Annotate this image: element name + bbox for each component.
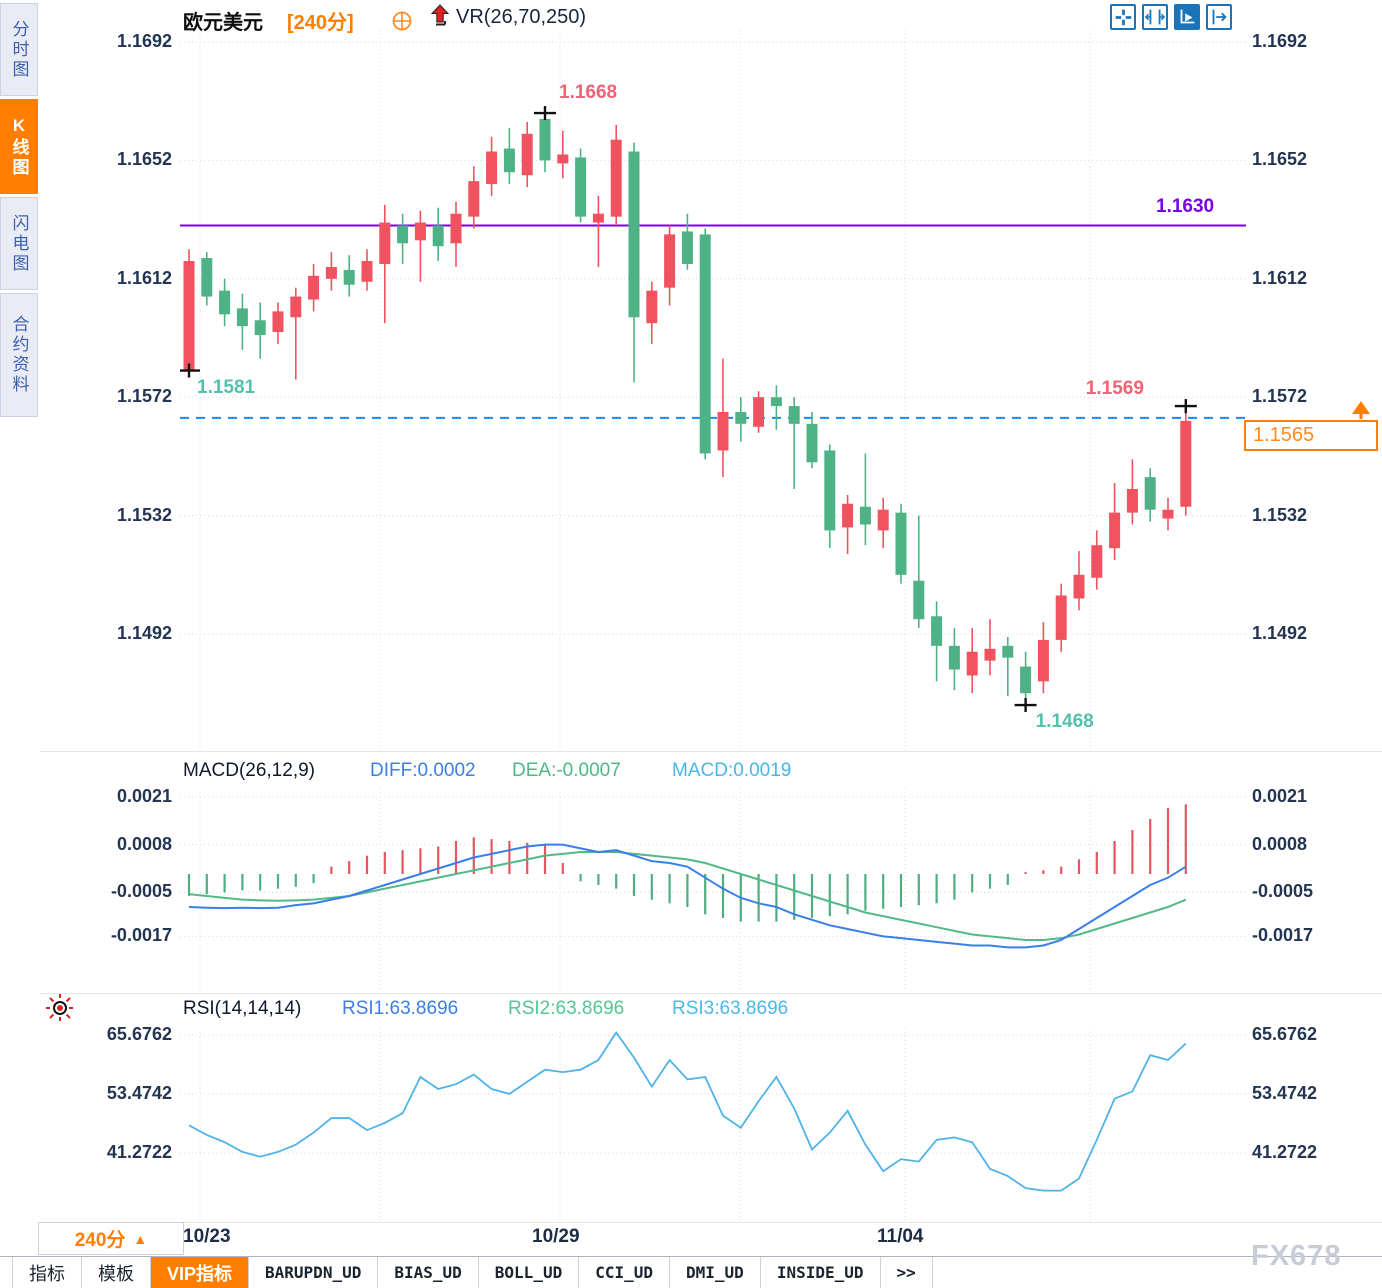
axis-tick-label: 65.6762 — [106, 1024, 172, 1044]
axis-tick-label: 1.1652 — [1252, 149, 1308, 170]
crosshair-pan-icon[interactable] — [1110, 4, 1136, 30]
resistance-level-label: 1.1630 — [1156, 196, 1215, 217]
swing-high-label: 1.1668 — [559, 82, 618, 104]
candlestick-chart[interactable] — [180, 30, 1246, 752]
current-price-box: 1.1565 — [1244, 420, 1378, 451]
axis-tick-label: 0.0008 — [1252, 833, 1308, 854]
swing-high-label: 1.1569 — [1085, 378, 1144, 400]
axis-tick-label: 0.0008 — [116, 833, 172, 854]
sidebar-item-label: 分时图 — [9, 19, 29, 80]
axis-tick-label: 1.1612 — [1252, 267, 1308, 288]
tab-vip-[interactable]: VIP指标 — [151, 1257, 250, 1288]
axis-scale-icon[interactable] — [1142, 4, 1168, 30]
swing-low-label: 1.1468 — [1035, 711, 1094, 733]
auto-scale-icon[interactable] — [1174, 4, 1200, 30]
tab-boll_ud[interactable]: BOLL_UD — [479, 1257, 580, 1288]
tab--[interactable]: 指标 — [12, 1257, 82, 1288]
swing-low-label: 1.1581 — [197, 376, 256, 398]
period-tag[interactable]: [240分] — [287, 12, 354, 34]
macd-title: MACD(26,12,9) — [183, 760, 315, 781]
buy-signal-arrow-icon — [430, 4, 450, 26]
axis-tick-label: 1.1652 — [116, 149, 172, 170]
rsi2-value: RSI2:63.8696 — [508, 998, 625, 1019]
pan-right-icon[interactable] — [1206, 4, 1232, 30]
panel-divider — [40, 751, 1382, 752]
sidebar-item-label: 闪电图 — [9, 213, 29, 274]
axis-tick-label: 1.1572 — [116, 386, 172, 407]
panel-divider — [40, 993, 1382, 994]
indicator-settings-icon[interactable] — [44, 992, 76, 1024]
expand-arrow-icon: ▲ — [133, 1230, 148, 1247]
axis-tick-label: 0.0021 — [116, 785, 172, 806]
axis-tick-label: 1.1532 — [1252, 504, 1308, 525]
rsi-title: RSI(14,14,14) — [183, 998, 302, 1019]
panel-divider — [40, 1222, 1382, 1223]
rsi3-value: RSI3:63.8696 — [672, 998, 789, 1019]
macd-diff-value: DIFF:0.0002 — [370, 760, 476, 781]
axis-tick-label: -0.0005 — [110, 881, 172, 902]
tab--[interactable]: 模板 — [82, 1257, 151, 1288]
sidebar-item-candle-chart[interactable]: K线图 — [0, 99, 38, 194]
sidebar: 分时图 K线图 闪电图 合约资料 — [0, 0, 40, 420]
tab-cci_ud[interactable]: CCI_UD — [579, 1257, 671, 1288]
period-selector-label: 240分 — [74, 1230, 126, 1251]
add-indicator-icon[interactable] — [391, 10, 413, 32]
sidebar-item-time-chart[interactable]: 分时图 — [0, 3, 38, 96]
macd-value: MACD:0.0019 — [672, 760, 792, 781]
tab-bias_ud[interactable]: BIAS_UD — [378, 1257, 479, 1288]
axis-tick-label: -0.0017 — [110, 925, 172, 946]
tab-dmi_ud[interactable]: DMI_UD — [670, 1257, 761, 1288]
x-axis-label: 11/04 — [877, 1226, 924, 1247]
macd-dea-value: DEA:-0.0007 — [512, 760, 621, 781]
watermark: FX678 — [1251, 1240, 1342, 1272]
x-axis-label: 10/23 — [183, 1226, 231, 1247]
axis-tick-label: 1.1532 — [116, 504, 172, 525]
sidebar-item-flash-chart[interactable]: 闪电图 — [0, 197, 38, 290]
price-up-arrow-icon — [1352, 401, 1370, 419]
axis-tick-label: 53.4742 — [106, 1083, 172, 1103]
axis-tick-label: 1.1492 — [1252, 623, 1308, 643]
tab-inside_ud[interactable]: INSIDE_UD — [761, 1257, 881, 1288]
indicator-tab-bar: 指标 模板 VIP指标 BARUPDN_UD BIAS_UD BOLL_UD CCI_UD D… — [0, 1256, 1382, 1288]
axis-tick-label: -0.0017 — [1252, 925, 1314, 946]
axis-tick-label: 0.0021 — [1252, 785, 1308, 806]
tab-barupdn_ud[interactable]: BARUPDN_UD — [249, 1257, 379, 1288]
sidebar-item-label: 合约资料 — [9, 315, 29, 395]
x-axis-label: 10/29 — [532, 1226, 580, 1247]
chart-toolbar — [1110, 4, 1232, 30]
sidebar-item-label: K线图 — [9, 115, 29, 178]
axis-tick-label: 53.4742 — [1252, 1083, 1318, 1103]
axis-tick-label: 1.1692 — [1252, 31, 1308, 51]
current-price-value: 1.1565 — [1253, 424, 1315, 446]
rsi-chart[interactable] — [180, 1028, 1246, 1224]
tab->>[interactable]: >> — [881, 1257, 933, 1288]
axis-tick-label: 1.1612 — [116, 267, 172, 288]
axis-tick-label: 1.1572 — [1252, 386, 1308, 407]
axis-tick-label: -0.0005 — [1252, 881, 1314, 902]
axis-tick-label: 41.2722 — [1252, 1142, 1318, 1162]
axis-tick-label: 1.1492 — [116, 623, 172, 643]
macd-chart[interactable] — [180, 788, 1246, 990]
axis-tick-label: 1.1692 — [116, 31, 172, 51]
sidebar-item-contract-info[interactable]: 合约资料 — [0, 293, 38, 417]
symbol-title: 欧元美元 — [183, 12, 263, 34]
vr-indicator-label[interactable]: VR(26,70,250) — [456, 6, 587, 28]
axis-tick-label: 41.2722 — [106, 1142, 172, 1162]
rsi1-value: RSI1:63.8696 — [342, 998, 459, 1019]
period-selector[interactable]: 240分 ▲ — [38, 1222, 184, 1255]
axis-tick-label: 65.6762 — [1252, 1024, 1318, 1044]
